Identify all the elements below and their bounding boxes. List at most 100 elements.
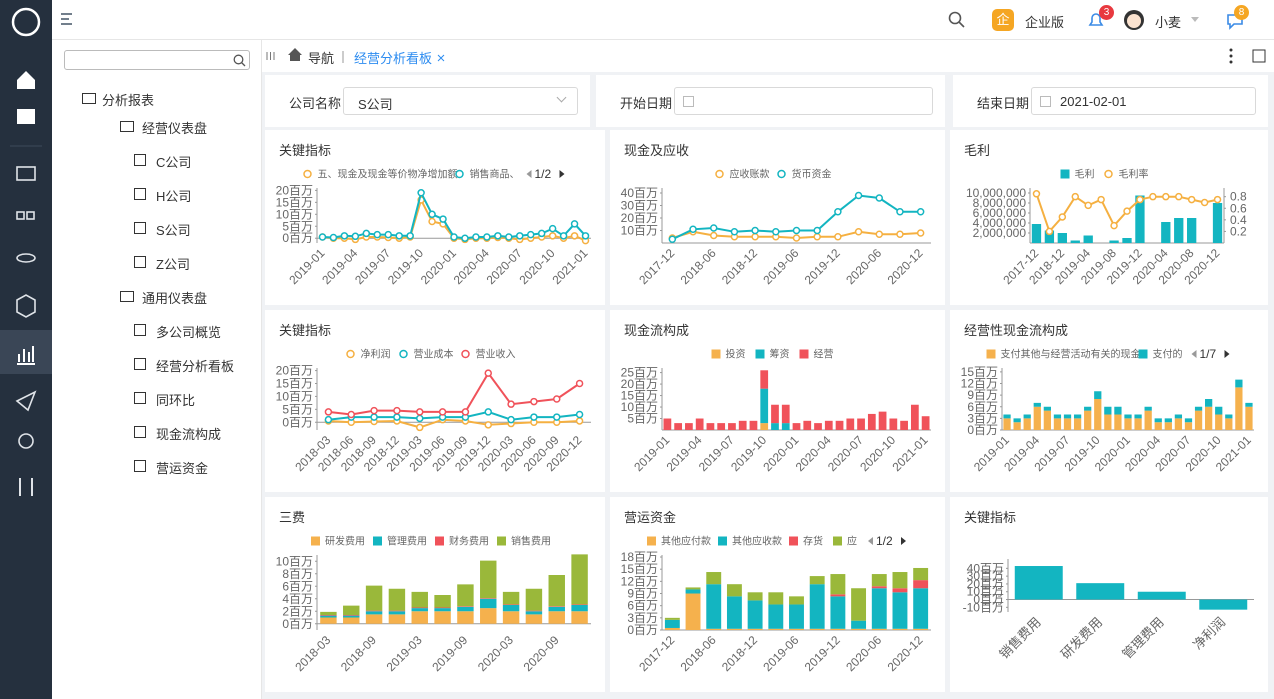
legend-pager: 1/7 — [1200, 347, 1217, 361]
tree-item[interactable]: H公司 — [134, 186, 191, 205]
bar — [571, 611, 588, 624]
point — [347, 410, 355, 419]
tree-item[interactable]: Z公司 — [134, 254, 190, 273]
legend-marker — [399, 349, 408, 359]
pager-next — [1224, 350, 1230, 358]
menu-toggle[interactable] — [60, 12, 76, 28]
bar — [1073, 414, 1082, 419]
tree-item[interactable]: 多公司概览 — [134, 322, 221, 341]
point — [1071, 192, 1080, 201]
y-tick-label: 15百万 — [276, 377, 313, 391]
legend-marker — [455, 169, 464, 179]
tree-item[interactable]: C公司 — [134, 152, 191, 171]
tree-item[interactable]: 同环比 — [134, 390, 195, 409]
tree-search[interactable] — [64, 50, 250, 70]
bar — [480, 560, 497, 599]
chart-panel: 营运资金 其他应付款 其他应收款 存货 应 1/2 0百万 3百万 6百万 9百万 12百万 15百万… — [610, 497, 945, 692]
bell-icon[interactable] — [1086, 10, 1106, 30]
search-icon[interactable] — [948, 11, 966, 29]
bar — [1033, 402, 1041, 407]
fullscreen-icon[interactable] — [1252, 49, 1266, 63]
x-tick-label: 2017-12 — [636, 633, 677, 674]
report-icon — [134, 256, 146, 268]
filter-input[interactable] — [674, 87, 933, 115]
book-icon[interactable] — [17, 109, 35, 124]
tools-icon[interactable] — [19, 478, 33, 496]
tree-panel: 分析报表经营仪表盘 C公司 H公司 S公司 Z公司通用仪表盘多公司概览经营分析看板 同环比… — [52, 40, 262, 699]
x-tick-label: 2019-04 — [319, 246, 360, 287]
x-tick-label: 2021-01 — [549, 246, 590, 287]
bar — [1174, 414, 1183, 419]
filter-value: 2021-02-01 — [1060, 94, 1127, 109]
bar — [706, 423, 715, 430]
legend-pager: 1/2 — [876, 534, 893, 548]
edition-label[interactable]: 企业版 — [1025, 15, 1065, 30]
legend-label: 经营 — [814, 348, 834, 361]
x-tick-label: 2018-12 — [719, 633, 760, 674]
point — [570, 220, 579, 228]
chart-title: 现金及应收 — [624, 143, 690, 158]
chart: 投资 筹资 经营5百万10百万15百万20百万25百万2019-012019-042… — [621, 348, 931, 474]
tree-root[interactable]: 分析报表 — [62, 90, 154, 109]
caret[interactable] — [1190, 16, 1200, 24]
tree-item[interactable]: S公司 — [134, 220, 191, 239]
point — [450, 233, 458, 241]
user-gear-icon[interactable] — [18, 433, 34, 449]
db-icon[interactable] — [16, 253, 36, 263]
bar — [1174, 218, 1184, 243]
point — [505, 233, 513, 241]
legend-label: 投资 — [726, 348, 746, 361]
legend-marker — [799, 349, 809, 359]
chart-icon[interactable] — [17, 346, 35, 365]
tree-group[interactable]: 通用仪表盘 — [100, 288, 207, 307]
cube-icon[interactable] — [16, 294, 36, 318]
active-tab[interactable]: 经营分析看板 — [354, 51, 433, 66]
more-icon[interactable] — [1228, 48, 1234, 64]
tree-item[interactable]: 经营分析看板 — [134, 356, 234, 375]
filter-input[interactable]: 2021-02-01 — [1031, 87, 1256, 115]
breadcrumb-bar: 导航 经营分析看板 — [262, 40, 1274, 72]
tree-item[interactable]: 现金流构成 — [134, 424, 221, 443]
legend-marker — [986, 349, 996, 359]
home-icon[interactable] — [17, 71, 35, 89]
bar — [320, 611, 337, 615]
user-name[interactable]: 小麦 — [1155, 15, 1182, 30]
point — [1174, 192, 1183, 201]
filter-input[interactable]: S公司 — [343, 87, 578, 115]
filter-label: 开始日期 — [620, 96, 673, 111]
tree-group[interactable]: 经营仪表盘 — [100, 118, 207, 137]
point — [472, 233, 480, 241]
tree-item[interactable]: 营运资金 — [134, 458, 208, 477]
bar — [728, 423, 736, 430]
bar — [411, 591, 428, 608]
collapse-icon[interactable] — [266, 51, 276, 61]
apps-icon[interactable] — [26, 211, 35, 220]
avatar[interactable] — [1122, 8, 1146, 32]
chart-panel: 关键指标 净利润 营业成本 营业收入 0百万 5百万 10百万 15百万 20百万 2018-03… — [265, 310, 605, 492]
legend-label: 应 — [847, 535, 857, 548]
apps-icon[interactable] — [16, 211, 25, 220]
message-badge: 8 — [1234, 5, 1249, 20]
point — [507, 400, 515, 408]
point — [340, 232, 349, 240]
breadcrumb-home[interactable]: 导航 — [308, 51, 335, 66]
y-tick-label: 12百万 — [621, 574, 658, 588]
send-icon[interactable] — [15, 390, 37, 412]
point — [896, 230, 904, 238]
bar — [1225, 414, 1233, 419]
bar — [1044, 230, 1055, 243]
bar — [365, 614, 383, 624]
screen-icon[interactable] — [16, 166, 36, 181]
home-icon[interactable] — [287, 47, 303, 62]
bar — [1194, 410, 1203, 430]
point — [324, 415, 333, 424]
point — [689, 225, 697, 233]
tab-close[interactable] — [437, 54, 445, 62]
bar — [747, 628, 763, 630]
x-tick-label: 2018-06 — [678, 246, 719, 287]
point — [417, 189, 425, 197]
point — [709, 224, 718, 232]
point — [575, 417, 584, 425]
bar — [768, 604, 784, 629]
